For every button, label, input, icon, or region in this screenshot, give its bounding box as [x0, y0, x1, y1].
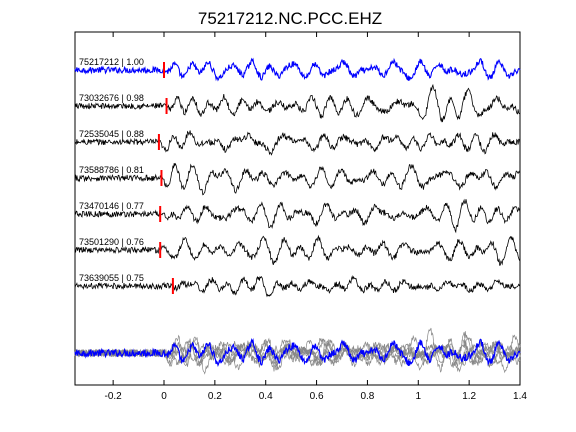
x-tick-label-5: 0.8 — [360, 391, 374, 402]
x-tick-label-0: -0.2 — [105, 391, 123, 402]
trace-4-line — [74, 198, 521, 234]
trace-6-line — [74, 275, 521, 298]
stack-reference-trace — [74, 338, 521, 367]
x-tick-label-6: 1 — [416, 391, 422, 402]
x-tick-label-7: 1.2 — [462, 391, 476, 402]
x-tick-label-4: 0.6 — [310, 391, 324, 402]
trace-2-label: 72535045 | 0.88 — [79, 129, 144, 139]
x-tick-label-1: 0 — [161, 391, 167, 402]
trace-3-line — [74, 162, 521, 196]
trace-5-line — [74, 234, 521, 266]
trace-6-label: 73639055 | 0.75 — [79, 273, 144, 283]
plot-frame — [74, 31, 521, 386]
trace-1-label: 73032676 | 0.98 — [79, 93, 144, 103]
trace-4-label: 73470146 | 0.77 — [79, 201, 144, 211]
x-axis: -0.2 0 0.2 0.4 0.6 0.8 1 1.2 1.4 — [105, 32, 527, 402]
trace-1-line — [74, 83, 521, 123]
x-tick-label-2: 0.2 — [208, 391, 222, 402]
trace-3-label: 73588786 | 0.81 — [79, 165, 144, 175]
x-tick-label-8: 1.4 — [513, 391, 527, 402]
x-tick-label-3: 0.4 — [259, 391, 273, 402]
stack-group — [74, 327, 521, 375]
trace-2-line — [74, 130, 521, 156]
trace-0-label: 75217212 | 1.00 — [79, 57, 144, 67]
trace-group: 75217212 | 1.00 73032676 | 0.98 72535045 |… — [74, 57, 521, 298]
chart-title: 75217212.NC.PCC.EHZ — [198, 9, 382, 28]
trace-5-label: 73501290 | 0.76 — [79, 237, 144, 247]
trace-0-line — [74, 57, 521, 82]
